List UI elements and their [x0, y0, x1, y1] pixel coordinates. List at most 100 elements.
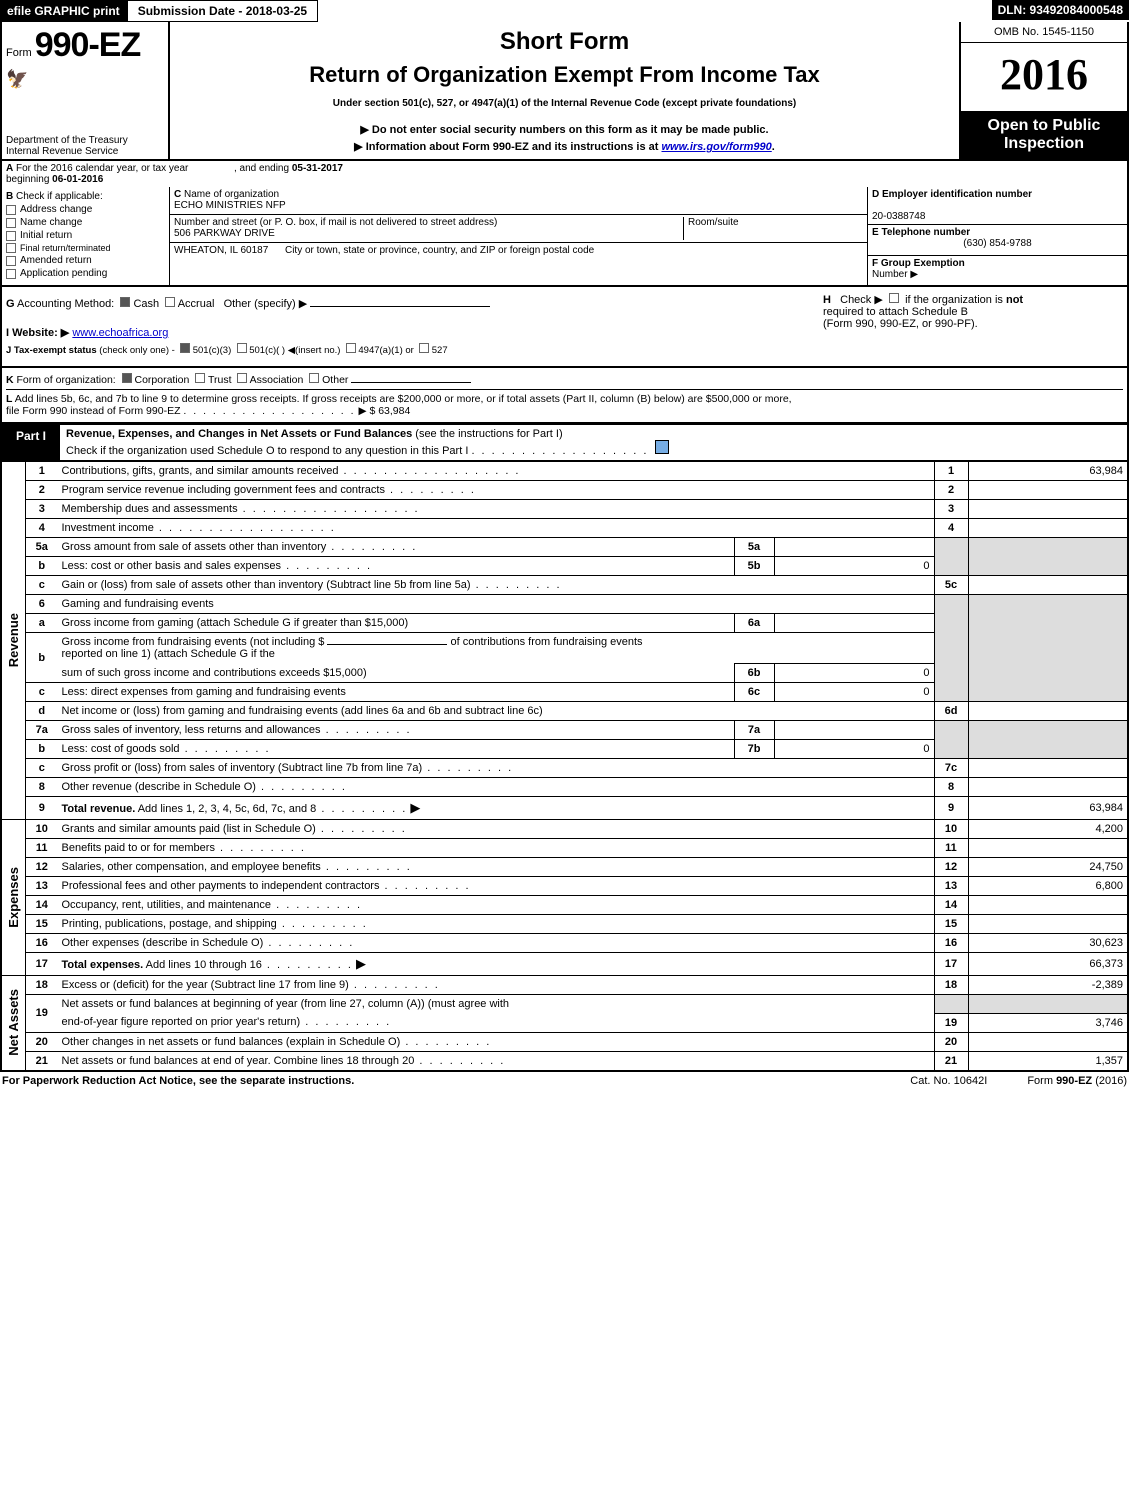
val-13: 6,800: [968, 877, 1128, 896]
line-2: 2 Program service revenue including gove…: [1, 481, 1128, 500]
checkbox-association[interactable]: [237, 373, 247, 383]
line-7a: 7a Gross sales of inventory, less return…: [1, 721, 1128, 740]
line-19a: 19 Net assets or fund balances at beginn…: [1, 995, 1128, 1014]
checkbox-corporation[interactable]: [122, 373, 132, 383]
checkbox-501c[interactable]: [237, 343, 247, 353]
j-insert: ◀(insert no.): [288, 345, 341, 356]
department-block: Department of the Treasury Internal Reve…: [6, 135, 128, 157]
c-name-label: Name of organization: [184, 189, 279, 200]
checkbox-4947[interactable]: [346, 343, 356, 353]
ln-18: 18: [26, 976, 58, 995]
checkbox-other-org[interactable]: [309, 373, 319, 383]
subval-6a: [774, 614, 934, 633]
checkbox-address-change[interactable]: [6, 205, 16, 215]
open-line-2: Inspection: [967, 135, 1121, 153]
org-city: WHEATON, IL 60187: [174, 245, 268, 256]
c-label: C: [174, 189, 181, 200]
line-3: 3 Membership dues and assessments 3: [1, 500, 1128, 519]
checkbox-schedule-o[interactable]: [655, 440, 669, 454]
desc-11: Benefits paid to or for members: [62, 842, 215, 854]
val-6d: [968, 702, 1128, 721]
checkbox-trust[interactable]: [195, 373, 205, 383]
checkbox-application-pending[interactable]: [6, 269, 16, 279]
ln-2: 2: [26, 481, 58, 500]
g-cash: Cash: [133, 298, 159, 310]
ln-15: 15: [26, 915, 58, 934]
desc-6a: Gross income from gaming (attach Schedul…: [62, 617, 409, 629]
num-9: 9: [934, 797, 968, 820]
checkbox-501c3[interactable]: [180, 343, 190, 353]
initial-label: Initial return: [20, 230, 72, 241]
l-dots: [183, 405, 355, 417]
checkbox-cash[interactable]: [120, 297, 130, 307]
line-1: Revenue 1 Contributions, gifts, grants, …: [1, 462, 1128, 481]
arrow-icon: ▶: [356, 956, 366, 971]
val-1: 63,984: [968, 462, 1128, 481]
k-other-blank[interactable]: [351, 382, 471, 383]
period-row: A For the 2016 calendar year, or tax yea…: [0, 161, 1129, 187]
tax-year: 2016: [961, 43, 1127, 111]
line-5a: 5a Gross amount from sale of assets othe…: [1, 538, 1128, 557]
num-16: 16: [934, 934, 968, 953]
desc-6d: Net income or (loss) from gaming and fun…: [62, 705, 543, 717]
num-3: 3: [934, 500, 968, 519]
ln-16: 16: [26, 934, 58, 953]
irs-link[interactable]: www.irs.gov/form990: [662, 141, 772, 153]
checkbox-initial-return[interactable]: [6, 231, 16, 241]
website-link[interactable]: www.echoafrica.org: [72, 327, 168, 339]
checkbox-final-return[interactable]: [6, 243, 16, 253]
checkbox-h[interactable]: [889, 293, 899, 303]
ln-8: 8: [26, 778, 58, 797]
num-19: 19: [934, 1013, 968, 1032]
open-line-1: Open to Public: [967, 117, 1121, 135]
k-other: Other: [322, 374, 348, 386]
val-21: 1,357: [968, 1051, 1128, 1071]
ln-12: 12: [26, 858, 58, 877]
h-text2: if the organization is: [905, 294, 1003, 306]
subval-5b: 0: [774, 557, 934, 576]
checkbox-accrual[interactable]: [165, 297, 175, 307]
val-8: [968, 778, 1128, 797]
form-number: 990-EZ: [35, 26, 141, 64]
desc-5c: Gain or (loss) from sale of assets other…: [62, 579, 471, 591]
final-label: Final return/terminated: [20, 243, 111, 253]
form-prefix: Form: [6, 47, 32, 59]
l-arrow: ▶: [358, 405, 366, 417]
part-1-header: Part I Revenue, Expenses, and Changes in…: [0, 424, 1129, 461]
desc-19b: end-of-year figure reported on prior yea…: [62, 1016, 301, 1028]
g-label: G: [6, 298, 15, 310]
under-section: Under section 501(c), 527, or 4947(a)(1)…: [176, 98, 953, 109]
checkbox-name-change[interactable]: [6, 218, 16, 228]
sub-7a: 7a: [734, 721, 774, 740]
main-header: Form 990-EZ 🦅 Department of the Treasury…: [0, 22, 1129, 161]
checkbox-amended-return[interactable]: [6, 256, 16, 266]
blank-6b[interactable]: [327, 644, 447, 645]
ln-4: 4: [26, 519, 58, 538]
num-11: 11: [934, 839, 968, 858]
line-5c: c Gain or (loss) from sale of assets oth…: [1, 576, 1128, 595]
g-other: Other (specify) ▶: [224, 298, 308, 310]
desc-2: Program service revenue including govern…: [62, 484, 385, 496]
g-accrual: Accrual: [178, 298, 215, 310]
desc-14: Occupancy, rent, utilities, and maintena…: [62, 899, 272, 911]
desc-6b1: Gross income from fundraising events (no…: [62, 636, 325, 648]
g-other-blank[interactable]: [310, 306, 490, 307]
side-expenses: Expenses: [6, 867, 21, 928]
line-11: 11 Benefits paid to or for members 11: [1, 839, 1128, 858]
footer-right-pre: Form: [1027, 1075, 1056, 1087]
g-text: Accounting Method:: [17, 298, 114, 310]
num-20: 20: [934, 1032, 968, 1051]
submission-date: Submission Date - 2018-03-25: [127, 0, 318, 22]
h-not: not: [1006, 294, 1023, 306]
ln-10: 10: [26, 820, 58, 839]
footer-right: Form 990-EZ (2016): [1027, 1075, 1127, 1087]
dept-line-1: Department of the Treasury: [6, 135, 128, 146]
part-1-tag: Part I: [2, 425, 60, 460]
k-trust: Trust: [208, 374, 232, 386]
ln-7a: 7a: [26, 721, 58, 740]
efile-print-button[interactable]: efile GRAPHIC print: [0, 0, 127, 22]
num-1: 1: [934, 462, 968, 481]
footer-right-form: 990-EZ: [1056, 1075, 1092, 1087]
checkbox-527[interactable]: [419, 343, 429, 353]
val-10: 4,200: [968, 820, 1128, 839]
